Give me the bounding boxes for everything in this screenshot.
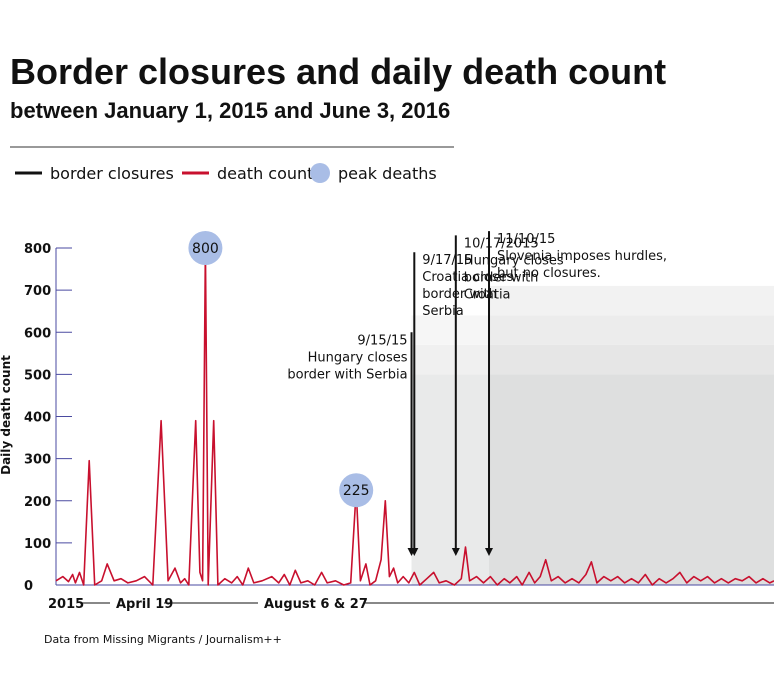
border-closure-label: but no closures. <box>497 266 601 281</box>
y-tick-label: 200 <box>24 495 51 510</box>
x-tick-label: April 19 <box>116 597 173 612</box>
border-closure-label: Croatia closes <box>422 270 513 285</box>
y-tick-label: 600 <box>24 326 51 341</box>
series-layer <box>55 247 774 586</box>
chart-title: Border closures and daily death count <box>10 51 666 92</box>
shaded-bands <box>411 285 774 585</box>
border-closure-label: Hungary closes <box>308 350 408 365</box>
border-closure-arrowhead <box>410 548 419 556</box>
y-tick-label: 0 <box>24 579 33 594</box>
border-closure-label: 11/10/15 <box>497 232 555 247</box>
y-tick-label: 400 <box>24 411 51 426</box>
shaded-band <box>489 315 774 345</box>
border-closure-label: border with <box>464 270 539 285</box>
legend-label-border-closures: border closures <box>50 164 174 183</box>
shaded-band <box>489 374 774 585</box>
x-tick-label: August 6 & 27 <box>264 597 368 612</box>
border-closure-label: 9/17/15 <box>422 253 472 268</box>
shaded-band <box>489 344 774 375</box>
peak-marker <box>188 231 223 265</box>
border-closure-label: border with <box>422 287 497 302</box>
peak-label: 800 <box>192 241 219 257</box>
border-closure-label: 9/15/15 <box>357 333 407 348</box>
peak-label: 225 <box>343 483 370 499</box>
y-axis-label: Daily death count <box>0 355 13 475</box>
source-note: Data from Missing Migrants / Journalism+… <box>44 633 282 646</box>
border-closure-label: Croatia <box>464 287 511 302</box>
axes: 0 100 200 300 400 500 600 700 800 2015 April 19 Aug… <box>24 242 774 612</box>
shaded-band <box>489 285 774 316</box>
y-tick-label: 500 <box>24 368 51 383</box>
legend: border closures death count peak deaths <box>15 163 437 183</box>
legend-label-peak-deaths: peak deaths <box>338 164 437 183</box>
legend-label-death-count: death count <box>217 164 313 183</box>
y-tick-label: 700 <box>24 284 51 299</box>
x-tick-label: 2015 <box>48 597 84 612</box>
y-tick-label: 100 <box>24 537 51 552</box>
series-line-death-count <box>55 247 774 586</box>
border-closure-label: Slovenia imposes hurdles, <box>497 249 667 264</box>
border-closures: 9/15/15 Hungary closes border with Serbia 9… <box>287 231 667 556</box>
border-closure-arrowhead <box>485 548 494 556</box>
border-closure-label: border with Serbia <box>287 367 407 382</box>
peak-marker <box>339 473 374 508</box>
legend-swatch-peak-deaths <box>310 163 330 183</box>
border-closure-arrowhead <box>451 548 460 556</box>
border-closure-label: 10/17/2015 <box>464 236 539 251</box>
border-closure-label: Serbia <box>422 304 463 319</box>
y-tick-label: 300 <box>24 453 51 468</box>
chart-subtitle: between January 1, 2015 and June 3, 2016 <box>10 98 450 123</box>
y-tick-label: 800 <box>24 242 51 257</box>
peaks-layer: 800 225 <box>188 231 374 508</box>
